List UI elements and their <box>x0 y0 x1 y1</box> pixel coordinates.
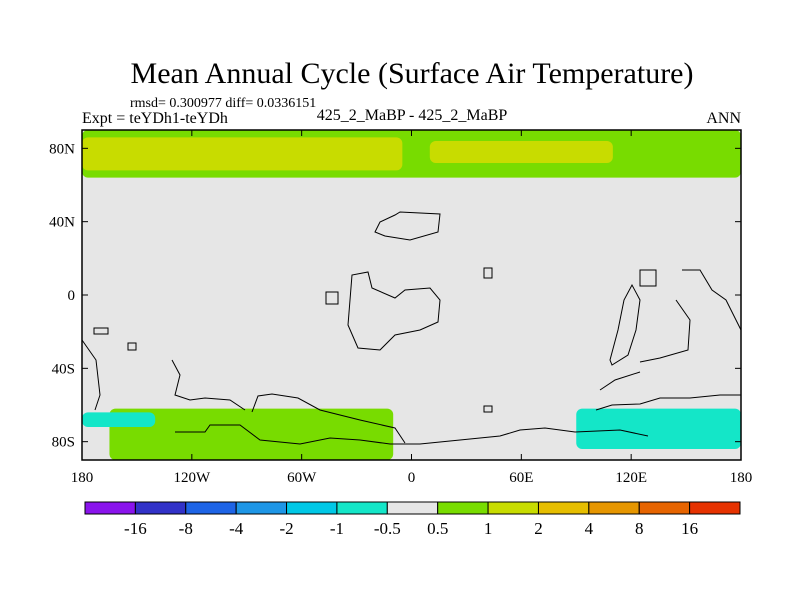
coastline-segment <box>81 339 101 411</box>
colorbar-swatch <box>336 501 388 515</box>
region-arctic-warm-patch <box>82 137 403 171</box>
y-axis: 80N 40N 0 40S 80S <box>49 141 741 451</box>
coastline-segment <box>171 359 246 411</box>
colorbar-label: 8 <box>635 519 644 538</box>
region-south-pacific-cool <box>82 412 156 427</box>
colorbar-swatch <box>84 501 136 515</box>
coastline-segment <box>374 211 441 241</box>
coastline-segment <box>599 371 641 391</box>
colorbar-swatch <box>386 501 439 515</box>
x-tick-label: 0 <box>408 470 416 486</box>
coastlines <box>81 211 742 445</box>
colorbar-swatch <box>134 501 187 515</box>
map-background <box>82 130 741 460</box>
season-label: ANN <box>706 110 741 127</box>
colorbar-label: 16 <box>681 519 698 538</box>
coastline-segment <box>483 405 493 413</box>
experiment-label: Expt = teYDh1-teYDh <box>82 110 228 127</box>
x-tick-label: 180 <box>730 470 753 486</box>
y-tick-label: 80S <box>52 435 75 451</box>
y-tick-label: 80N <box>49 141 75 157</box>
coastline-segment <box>325 291 339 305</box>
coastline-segment <box>682 269 742 331</box>
colorbar-swatch <box>638 501 691 515</box>
colorbar-label: -8 <box>179 519 193 538</box>
colorbar-swatch <box>487 501 539 515</box>
colorbar-swatch <box>689 501 741 515</box>
colorbar-label: 4 <box>585 519 594 538</box>
colorbar-label: 0.5 <box>427 519 448 538</box>
period-label: 425_2_MaBP - 425_2_MaBP <box>317 107 508 124</box>
y-tick-label: 0 <box>68 288 76 304</box>
stats-label: rmsd= 0.300977 diff= 0.0336151 <box>130 96 316 111</box>
chart-title: Mean Annual Cycle (Surface Air Temperatu… <box>131 57 694 90</box>
coastline-segment <box>483 267 493 279</box>
coastline-segment <box>93 327 109 335</box>
colorbar-label: -0.5 <box>374 519 401 538</box>
coastline-segment <box>639 269 657 287</box>
x-tick-label: 60E <box>509 470 533 486</box>
coastline-segment <box>595 394 741 411</box>
x-tick-label: 60W <box>287 470 317 486</box>
colorbar: -16 -8 -4 -2 -1 -0.5 0.5 1 2 4 8 16 <box>84 501 741 538</box>
colorbar-swatch <box>235 501 288 515</box>
x-axis: 180 120W 60W 0 60E 120E 180 <box>71 130 753 486</box>
x-tick-label: 120W <box>173 470 211 486</box>
x-tick-label: 180 <box>71 470 94 486</box>
region-southern-ocean-cool <box>576 408 741 449</box>
colorbar-swatch <box>185 501 237 515</box>
coastline-segment <box>347 271 441 351</box>
coastline-segment <box>639 299 691 363</box>
colorbar-label: -2 <box>279 519 293 538</box>
colorbar-label: -16 <box>124 519 147 538</box>
region-antarctic-warm <box>109 408 394 460</box>
coastline-segment <box>127 342 137 351</box>
colorbar-swatch <box>588 501 640 515</box>
colorbar-label: -1 <box>330 519 344 538</box>
colorbar-swatch <box>437 501 489 515</box>
colorbar-label: -4 <box>229 519 244 538</box>
coastline-segment <box>251 393 406 444</box>
colorbar-swatch <box>286 501 338 515</box>
map-plot <box>81 129 742 461</box>
colorbar-label: 2 <box>534 519 543 538</box>
coastline-segment <box>609 283 641 366</box>
y-tick-label: 40N <box>49 215 75 231</box>
x-tick-label: 120E <box>615 470 647 486</box>
coastline-segment <box>175 424 649 445</box>
region-arctic-warm-patch-east <box>429 141 613 163</box>
colorbar-swatch <box>537 501 590 515</box>
colorbar-label: 1 <box>484 519 493 538</box>
y-tick-label: 40S <box>52 361 75 377</box>
anomaly-regions <box>82 130 741 460</box>
